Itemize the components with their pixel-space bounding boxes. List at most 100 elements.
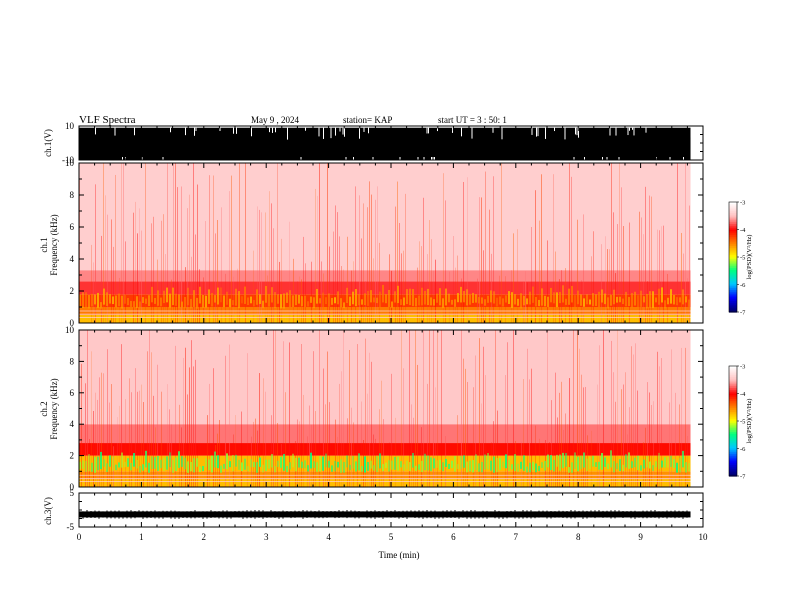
spectrogram-stripe bbox=[125, 241, 126, 323]
colorbar-tick-label: -3 bbox=[740, 200, 745, 207]
spectrogram-stripe bbox=[361, 401, 362, 487]
spectrogram-speckle bbox=[121, 295, 123, 309]
spectrogram-stripe bbox=[195, 359, 196, 487]
x-tick-label: 5 bbox=[389, 532, 394, 542]
spectrogram-stripe bbox=[151, 352, 152, 487]
colorbar-segment bbox=[729, 466, 737, 470]
spectrogram-speckle bbox=[199, 286, 201, 304]
spectrogram-stripe bbox=[187, 394, 188, 487]
spectrogram-speckle bbox=[241, 462, 243, 472]
spectrogram-speckle bbox=[190, 298, 192, 309]
spectrogram-stripe bbox=[361, 238, 362, 323]
spectrogram-stripe bbox=[433, 330, 434, 487]
spectrogram-speckle bbox=[349, 464, 351, 471]
spectrogram-stripe bbox=[353, 422, 354, 487]
spectrogram-speckle bbox=[130, 300, 132, 307]
spectrogram-stripe bbox=[351, 407, 352, 487]
spectrogram-speckle bbox=[166, 287, 168, 303]
spectrogram-speckle bbox=[124, 294, 126, 304]
spectrogram-speckle bbox=[415, 297, 417, 307]
spectrogram-stripe bbox=[161, 391, 162, 487]
spectrogram-band bbox=[79, 163, 691, 271]
ch3-waveform-ylabel: ch.3(V) bbox=[43, 497, 53, 525]
spectrogram-speckle bbox=[532, 286, 534, 303]
spectrogram-stripe bbox=[457, 255, 458, 323]
spectrogram-speckle bbox=[556, 292, 558, 308]
spectrogram-stripe bbox=[455, 267, 456, 323]
spectrogram-speckle bbox=[136, 460, 138, 469]
spectrogram-speckle bbox=[604, 457, 606, 467]
spectrogram-stripe bbox=[277, 163, 278, 323]
spectrogram-stripe bbox=[209, 383, 210, 487]
colorbar-segment bbox=[729, 428, 737, 431]
spectrogram-stripe bbox=[477, 278, 478, 323]
spectrogram-stripe bbox=[661, 358, 662, 487]
spectrogram-speckle bbox=[79, 294, 81, 307]
spectrogram-stripe bbox=[187, 208, 188, 323]
spectrogram-speckle bbox=[370, 460, 372, 469]
spectrogram-speckle bbox=[217, 455, 219, 469]
x-tick-label: 0 bbox=[77, 532, 82, 542]
y-tick-label: 5 bbox=[70, 488, 75, 498]
spectrogram-stripe bbox=[501, 163, 502, 323]
spectrogram-speckle bbox=[430, 297, 432, 306]
spectrogram-speckle bbox=[313, 461, 315, 468]
spectrogram-speckle bbox=[370, 290, 372, 303]
colorbar-segment bbox=[729, 422, 737, 426]
time-axis-xlabel: Time (min) bbox=[379, 550, 420, 560]
spectrogram-stripe bbox=[207, 415, 208, 487]
spectrogram-stripe bbox=[535, 425, 536, 487]
spectrogram-stripe bbox=[311, 261, 312, 323]
spectrogram-speckle bbox=[487, 453, 489, 470]
spectrogram-speckle bbox=[238, 459, 240, 470]
spectrogram-stripe bbox=[531, 226, 532, 323]
spectrogram-speckle bbox=[451, 299, 453, 305]
spectrogram-speckle bbox=[559, 291, 561, 304]
colorbar-segment bbox=[729, 366, 737, 369]
spectrogram-stripe bbox=[113, 446, 114, 487]
spectrogram-stripe bbox=[401, 330, 402, 487]
spectrogram-stripe bbox=[597, 384, 598, 487]
spectrogram-stripe bbox=[675, 392, 676, 487]
spectrogram-speckle bbox=[211, 292, 213, 307]
spectrogram-stripe bbox=[547, 330, 548, 487]
spectrogram-stripe bbox=[397, 181, 398, 323]
ch1-waveform-gap bbox=[690, 127, 692, 138]
spectrogram-stripe bbox=[307, 436, 308, 487]
colorbar-segment bbox=[729, 277, 737, 280]
spectrogram-speckle bbox=[82, 292, 84, 309]
spectrogram-speckle bbox=[331, 297, 333, 305]
spectrogram-speckle bbox=[124, 461, 126, 468]
spectrogram-stripe bbox=[101, 235, 102, 323]
colorbar-segment bbox=[729, 207, 737, 210]
spectrogram-stripe bbox=[371, 361, 372, 487]
spectrogram-stripe bbox=[571, 176, 572, 323]
spectrogram-stripe bbox=[389, 254, 390, 323]
spectrogram-speckle bbox=[475, 454, 477, 470]
spectrogram-stripe bbox=[339, 383, 340, 487]
spectrogram-speckle bbox=[619, 296, 621, 303]
spectrogram-stripe bbox=[93, 410, 94, 487]
spectrogram-stripe bbox=[379, 409, 380, 487]
spectrogram-stripe bbox=[395, 417, 396, 487]
spectrogram-stripe bbox=[315, 188, 316, 323]
spectrogram-stripe bbox=[323, 368, 324, 487]
ch1-waveform-fill bbox=[79, 127, 691, 160]
colorbar-segment bbox=[729, 371, 737, 374]
spectrogram-stripe bbox=[623, 384, 624, 487]
colorbar-segment bbox=[729, 386, 737, 389]
ch1-waveform-gap bbox=[461, 127, 462, 137]
spectrogram-stripe bbox=[583, 387, 584, 487]
spectrogram-stripe bbox=[369, 181, 370, 323]
spectrogram-speckle bbox=[541, 288, 543, 306]
spectrogram-stripe bbox=[107, 349, 108, 487]
spectrogram-speckle bbox=[91, 462, 93, 472]
spectrogram-speckle bbox=[640, 290, 642, 307]
spectrogram-stripe bbox=[195, 234, 196, 323]
spectrogram-speckle bbox=[484, 454, 486, 470]
spectrogram-speckle bbox=[475, 294, 477, 303]
spectrogram-speckle bbox=[364, 293, 366, 306]
spectrogram-speckle bbox=[157, 455, 159, 471]
spectrogram-stripe bbox=[337, 212, 338, 323]
spectrogram-speckle bbox=[127, 298, 129, 306]
